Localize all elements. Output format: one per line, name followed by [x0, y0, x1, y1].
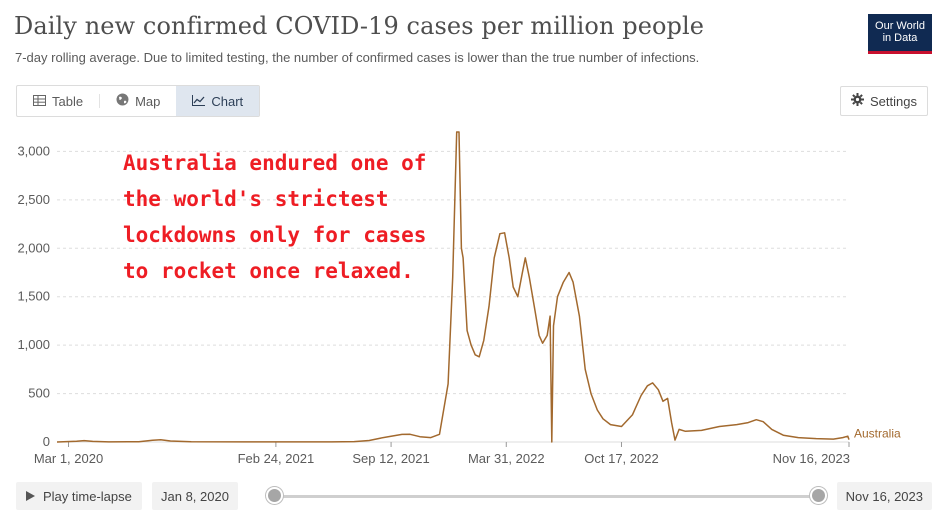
line-chart: 0 500 1,000 1,500 2,000 2,500 3,000 Mar 1, 202…	[17, 131, 901, 466]
globe-icon	[116, 93, 129, 109]
chart-title: Daily new confirmed COVID-19 cases per m…	[14, 12, 705, 40]
line-chart-icon	[192, 94, 206, 109]
view-tabs: Table Map Chart	[16, 85, 261, 117]
x-tick-label: Mar 1, 2020	[34, 451, 103, 466]
annotation-line: lockdowns only for cases	[123, 223, 426, 247]
tab-chart[interactable]: Chart	[176, 86, 260, 116]
settings-label: Settings	[870, 93, 917, 109]
series-label-australia: Australia	[854, 427, 901, 441]
y-tick-label: 0	[43, 434, 50, 449]
play-icon	[26, 491, 35, 501]
annotation-line: Australia endured one of	[123, 151, 426, 175]
annotation-line: the world's strictest	[123, 187, 389, 211]
timeline-start-handle[interactable]	[266, 487, 283, 504]
y-tick-label: 2,000	[17, 240, 50, 255]
series-line-australia	[56, 131, 850, 443]
y-axis-ticks: 0 500 1,000 1,500 2,000 2,500 3,000	[17, 143, 50, 449]
owid-logo[interactable]: Our World in Data	[868, 14, 932, 54]
x-tick-label: Oct 17, 2022	[584, 451, 658, 466]
annotation-line: to rocket once relaxed.	[123, 259, 414, 283]
y-tick-label: 1,500	[17, 289, 50, 304]
timeline-controls: Play time-lapse Jan 8, 2020 Nov 16, 2023	[0, 482, 940, 513]
timeline-end-date[interactable]: Nov 16, 2023	[836, 482, 932, 510]
timeline-end-handle[interactable]	[810, 487, 827, 504]
x-tick-label: Sep 12, 2021	[352, 451, 429, 466]
y-tick-label: 3,000	[17, 143, 50, 158]
annotation: Australia endured one of the world's stri…	[123, 151, 426, 283]
x-tick-label: Feb 24, 2021	[238, 451, 315, 466]
table-icon	[33, 94, 46, 109]
chart-subtitle: 7-day rolling average. Due to limited te…	[15, 50, 700, 65]
x-tick-label: Nov 16, 2023	[773, 451, 850, 466]
series-layer: Australia	[56, 131, 901, 443]
play-timelapse-button[interactable]: Play time-lapse	[16, 482, 142, 510]
tab-chart-label: Chart	[211, 93, 244, 109]
y-tick-label: 1,000	[17, 337, 50, 352]
tab-map[interactable]: Map	[100, 86, 176, 116]
logo-line-1: Our World	[875, 20, 925, 32]
tab-map-label: Map	[135, 93, 161, 109]
x-axis-ticks: Mar 1, 2020 Feb 24, 2021 Sep 12, 2021 Mar 3…	[34, 442, 850, 466]
y-tick-label: 2,500	[17, 192, 50, 207]
y-tick-label: 500	[28, 386, 50, 401]
tab-divider	[99, 94, 101, 108]
x-tick-label: Mar 31, 2022	[468, 451, 545, 466]
settings-button[interactable]: Settings	[840, 86, 928, 116]
play-label: Play time-lapse	[43, 488, 132, 504]
timeline-slider-track[interactable]	[274, 495, 820, 498]
timeline-start-date[interactable]: Jan 8, 2020	[152, 482, 238, 510]
gear-icon	[851, 93, 865, 109]
tab-table[interactable]: Table	[17, 86, 99, 116]
tab-table-label: Table	[52, 93, 84, 109]
logo-line-2: in Data	[882, 32, 918, 44]
